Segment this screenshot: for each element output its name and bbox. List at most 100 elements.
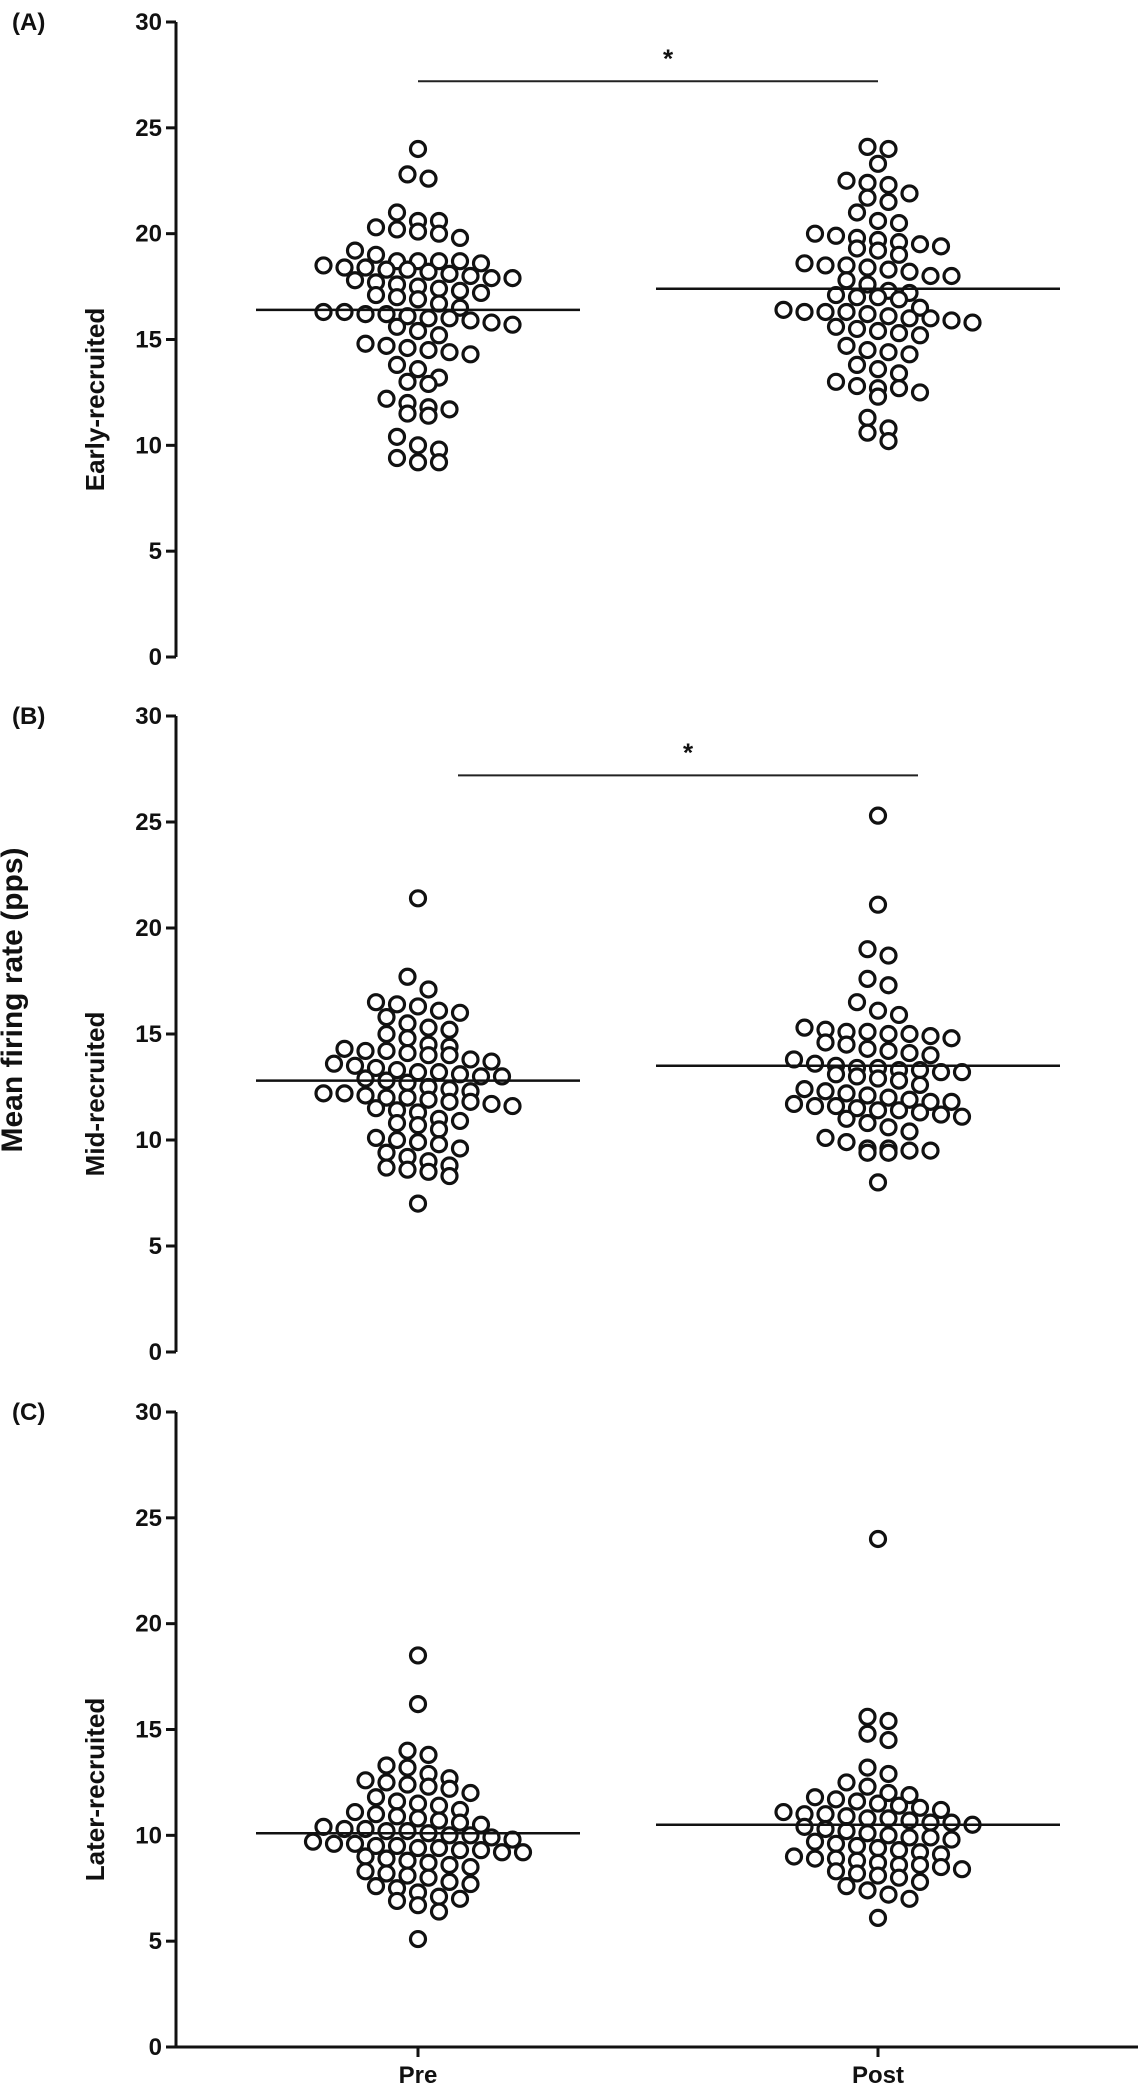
data-point-pre (503, 315, 522, 334)
data-point-post (879, 976, 898, 995)
data-point-pre (450, 281, 470, 300)
data-point-pre (440, 1092, 459, 1111)
data-point-pre (387, 1836, 407, 1856)
data-point-post (847, 1836, 867, 1856)
y-tick-label: 20 (135, 1611, 162, 1638)
y-axis-title: Later-recruited (80, 1698, 110, 1882)
data-point-post (879, 307, 898, 326)
data-point-post (921, 266, 940, 286)
data-point-pre (345, 1834, 365, 1853)
data-point-pre (398, 1088, 417, 1107)
data-point-pre (324, 1834, 344, 1853)
data-point-pre (366, 1099, 386, 1118)
data-point-post (900, 1141, 919, 1160)
data-point-pre (345, 241, 365, 260)
data-point-post (868, 1838, 888, 1858)
data-point-post (889, 1868, 909, 1887)
data-point-post (952, 1860, 972, 1879)
data-point-pre (429, 279, 449, 298)
shared-y-axis-title: Mean firing rate (pps) (0, 847, 29, 1152)
data-point-pre (429, 1120, 449, 1139)
data-point-pre (335, 258, 354, 277)
data-point-post (847, 288, 867, 307)
data-point-pre (419, 1162, 438, 1181)
y-tick-label: 10 (135, 432, 162, 459)
data-point-post (900, 262, 919, 281)
data-point-pre (408, 1646, 428, 1665)
data-point-post (868, 241, 888, 260)
significance-label: * (663, 43, 674, 73)
data-point-post (889, 1005, 909, 1025)
data-point-post (858, 1758, 877, 1777)
data-point-post (816, 256, 835, 275)
data-point-post (900, 309, 919, 328)
data-point-pre (503, 1096, 522, 1116)
data-point-pre (440, 1779, 459, 1798)
data-point-pre (335, 1084, 354, 1103)
y-tick-label: 10 (135, 1127, 162, 1154)
data-point-post (847, 1067, 867, 1086)
data-point-pre (335, 302, 354, 322)
data-point-pre (314, 302, 333, 322)
data-point-post (879, 432, 898, 451)
data-point-post (868, 1101, 888, 1120)
y-tick-label: 30 (135, 703, 162, 730)
data-point-post (921, 1813, 940, 1832)
data-point-post (889, 324, 909, 343)
data-point-post (837, 256, 856, 275)
data-point-pre (314, 1084, 333, 1103)
panel-label: (C) (12, 1399, 45, 1426)
data-point-post (879, 192, 898, 212)
significance-label: * (683, 737, 694, 767)
data-point-post (858, 1881, 877, 1900)
data-point-post (910, 1075, 930, 1094)
data-point-post (879, 1711, 898, 1731)
data-point-post (921, 1141, 940, 1160)
data-point-pre (398, 404, 417, 423)
data-point-post (900, 1043, 919, 1063)
data-point-post (910, 235, 930, 254)
data-point-pre (356, 1771, 375, 1790)
data-point-pre (366, 1836, 386, 1856)
data-point-pre (356, 334, 375, 353)
data-point-pre (408, 889, 428, 908)
data-point-pre (482, 269, 501, 288)
data-point-post (837, 271, 856, 290)
data-point-pre (440, 1166, 459, 1186)
data-point-pre (398, 1029, 417, 1048)
y-tick-label: 5 (149, 1928, 162, 1955)
data-point-pre (419, 1046, 438, 1065)
y-tick-label: 25 (135, 1505, 162, 1532)
data-point-post (847, 319, 867, 339)
data-point-pre (324, 1054, 344, 1073)
data-point-pre (366, 1877, 386, 1896)
data-point-pre (503, 269, 522, 288)
data-point-post (942, 1092, 961, 1111)
data-point-pre (419, 1018, 438, 1037)
data-point-pre (408, 321, 428, 341)
data-point-post (868, 1173, 888, 1192)
data-point-post (879, 1024, 898, 1044)
data-point-pre (408, 1133, 428, 1152)
data-point-pre (398, 1758, 417, 1777)
data-point-pre (345, 1056, 365, 1075)
data-point-post (805, 224, 825, 243)
y-tick-label: 0 (149, 1339, 162, 1366)
y-tick-label: 15 (135, 1717, 162, 1744)
data-point-post (826, 1096, 846, 1116)
data-point-post (826, 226, 846, 245)
data-point-pre (387, 1130, 407, 1150)
data-point-post (952, 1107, 972, 1126)
data-point-pre (440, 400, 459, 419)
data-point-pre (398, 1821, 417, 1841)
data-point-post (837, 302, 856, 322)
data-point-pre (429, 326, 449, 345)
data-point-post (816, 1128, 835, 1147)
data-point-pre (408, 1838, 428, 1858)
data-point-post (858, 173, 877, 192)
data-point-post (837, 1773, 856, 1792)
data-point-pre (440, 343, 459, 362)
data-point-post (837, 1877, 856, 1896)
data-point-post (805, 1849, 825, 1868)
